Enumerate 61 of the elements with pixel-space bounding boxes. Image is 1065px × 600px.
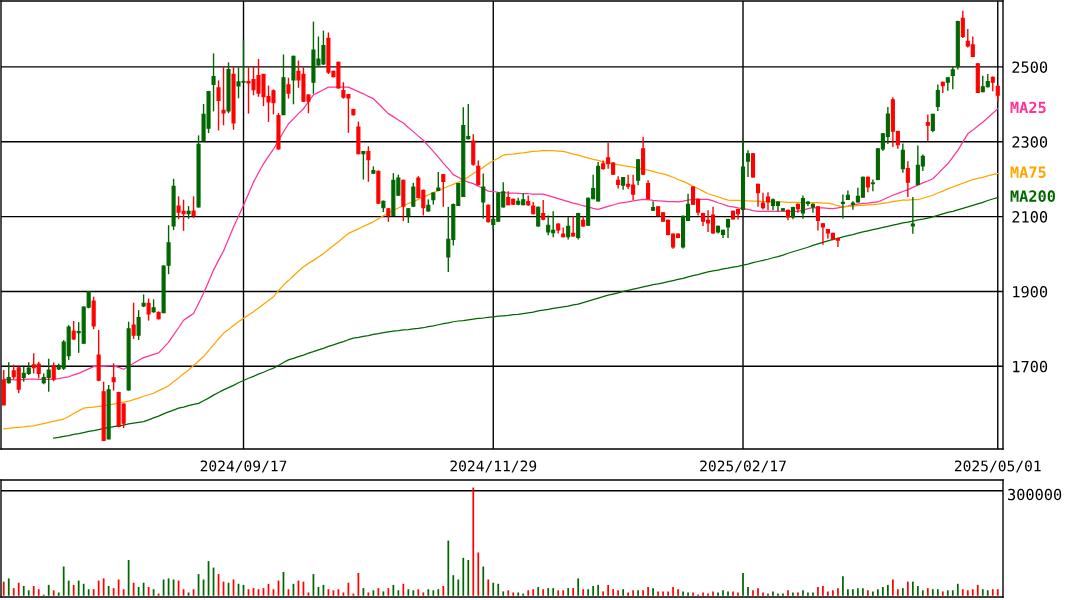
candlestick	[446, 206, 451, 273]
y-tick-label: 2300	[1012, 136, 1048, 148]
candlestick	[291, 54, 296, 105]
candlestick	[710, 206, 716, 235]
series-label: MA25	[1010, 101, 1046, 114]
candlestick	[366, 145, 371, 183]
candlestick	[935, 83, 940, 112]
candlestick	[286, 77, 291, 100]
x-tick-label: 2025/02/17	[700, 460, 786, 473]
candlestick	[16, 365, 21, 394]
x-tick-label: 2024/11/29	[450, 460, 537, 473]
candlestick	[745, 149, 751, 178]
candlestick	[146, 297, 151, 322]
candlestick	[900, 142, 905, 174]
candlestick	[476, 159, 481, 187]
candlestick	[940, 80, 945, 94]
candlestick	[546, 214, 551, 236]
candlestick	[950, 65, 955, 91]
candlestick	[571, 215, 576, 238]
x-tick-label: 2024/09/17	[200, 460, 287, 473]
candlestick	[51, 361, 56, 382]
candlestick	[191, 195, 196, 219]
candlestick	[960, 10, 965, 39]
candlestick	[925, 113, 930, 142]
y-tick-label: 2100	[1012, 211, 1048, 223]
candlestick	[616, 175, 621, 190]
series-label: MA200	[1010, 190, 1056, 202]
line-series	[3, 149, 999, 430]
candlestick	[111, 362, 116, 392]
y-tick-label: 1700	[1013, 360, 1048, 373]
y-tick-label: 1900	[1013, 285, 1048, 298]
candlestick	[885, 106, 890, 145]
candlestick	[221, 65, 226, 126]
text: 300000	[1008, 488, 1062, 501]
candlestick	[636, 158, 641, 186]
candlestick	[441, 173, 446, 208]
candlestick	[216, 79, 221, 132]
candlestick	[870, 178, 875, 192]
candlestick	[411, 182, 416, 208]
candlestick	[361, 150, 366, 181]
candlestick	[46, 358, 51, 393]
y-tick-label: 2500	[1012, 61, 1048, 73]
candlestick	[6, 361, 11, 385]
series-label: MA75	[1010, 166, 1046, 178]
candlestick	[211, 52, 216, 113]
candlestick	[576, 212, 581, 241]
line-series	[53, 196, 999, 439]
candlestick	[481, 172, 486, 220]
candlestick	[800, 194, 806, 220]
candlestick	[471, 133, 476, 167]
candlestick	[835, 236, 840, 248]
candlestick	[131, 301, 136, 340]
candlestick	[136, 309, 141, 341]
candlestick	[536, 205, 541, 228]
x-tick-label: 2025/05/01	[954, 460, 1041, 473]
candlestick	[750, 152, 756, 179]
candlestick	[705, 209, 711, 233]
candlestick	[905, 160, 910, 198]
candlestick	[840, 193, 845, 220]
candlestick	[815, 205, 820, 232]
candlestick	[566, 216, 571, 241]
